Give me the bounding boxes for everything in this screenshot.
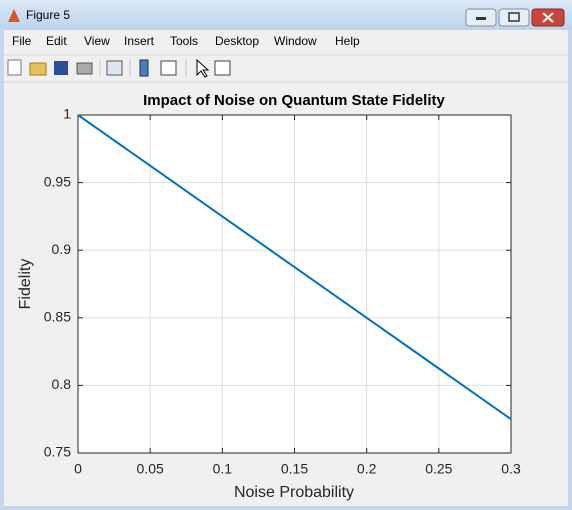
- x-tick-label: 0.3: [501, 461, 521, 477]
- save-icon[interactable]: [54, 61, 68, 75]
- data-line: [77, 114, 512, 421]
- print-icon[interactable]: [76, 62, 93, 75]
- x-tick-label: 0.05: [137, 461, 164, 477]
- toolbar: [7, 58, 231, 78]
- x-axis-label: Noise Probability: [234, 484, 354, 501]
- plot-tools-icon[interactable]: [214, 60, 231, 76]
- maximize-button[interactable]: [498, 8, 530, 27]
- menu-item[interactable]: Desktop: [215, 34, 259, 48]
- y-tick-label: 0.8: [52, 376, 72, 392]
- pointer-icon[interactable]: [196, 58, 210, 78]
- chart-title: Impact of Noise on Quantum State Fidelit…: [143, 92, 445, 109]
- colorbar-icon[interactable]: [139, 59, 149, 77]
- new-icon[interactable]: [7, 59, 22, 76]
- app-icon: [8, 9, 20, 22]
- x-tick-label: 0.15: [281, 461, 308, 477]
- close-icon: [542, 12, 554, 23]
- menu-item[interactable]: Edit: [46, 34, 67, 48]
- menu-item[interactable]: Tools: [170, 34, 198, 48]
- y-tick-label: 0.85: [44, 309, 71, 325]
- menu-item[interactable]: Insert: [124, 34, 155, 48]
- x-tick-label: 0.25: [425, 461, 452, 477]
- menu-item[interactable]: Window: [274, 34, 317, 48]
- menu-item[interactable]: File: [12, 34, 32, 48]
- minimize-icon: [476, 17, 486, 20]
- x-tick-label: 0.1: [213, 461, 233, 477]
- menu-item[interactable]: View: [84, 34, 110, 48]
- link-icon[interactable]: [106, 60, 123, 76]
- y-tick-label: 0.95: [44, 173, 71, 189]
- menu-item[interactable]: Help: [335, 34, 360, 48]
- x-tick-label: 0: [74, 461, 82, 477]
- plot: 0 0.05 0.1 0.15 0.2 0.25 0.3 0.75 0.8 0.85 0.9 0.95…: [44, 106, 521, 477]
- open-icon[interactable]: [29, 62, 47, 76]
- y-tick-label: 0.75: [44, 444, 71, 460]
- window-title: Figure 5: [26, 8, 70, 22]
- y-axis-label: Fidelity: [17, 259, 34, 310]
- y-tick-label: 0.9: [52, 241, 72, 257]
- axes-box: [77, 114, 512, 454]
- y-tick-label: 1: [63, 106, 71, 122]
- maximize-icon: [508, 12, 520, 22]
- x-tick-label: 0.2: [357, 461, 377, 477]
- legend-icon[interactable]: [160, 60, 177, 76]
